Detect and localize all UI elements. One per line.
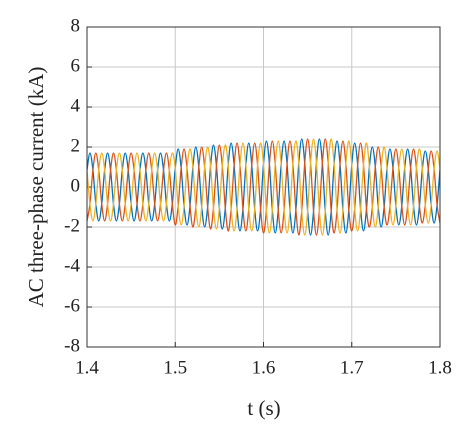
y-tick-label: -4 [64,255,80,276]
phase-line [87,138,440,236]
x-tick-label: 1.5 [163,357,187,378]
y-tick-label: -8 [64,335,80,356]
plot-frame [86,26,441,348]
x-tick-label: 1.8 [428,357,452,378]
y-tick-label: 0 [71,175,81,196]
y-tick-label: 4 [71,95,81,116]
y-axis-label: AC three-phase current (kA) [24,67,48,308]
x-tick-label: 1.4 [75,357,99,378]
x-axis-label: t (s) [247,396,280,420]
x-tick-label: 1.6 [252,357,276,378]
y-tick-label: 2 [71,135,81,156]
y-tick-label: -6 [64,295,80,316]
x-tick-label: 1.7 [340,357,364,378]
plot-lines [87,138,440,236]
y-tick-label: 6 [71,55,81,76]
y-tick-label: 8 [71,15,81,36]
y-tick-label: -2 [64,215,80,236]
